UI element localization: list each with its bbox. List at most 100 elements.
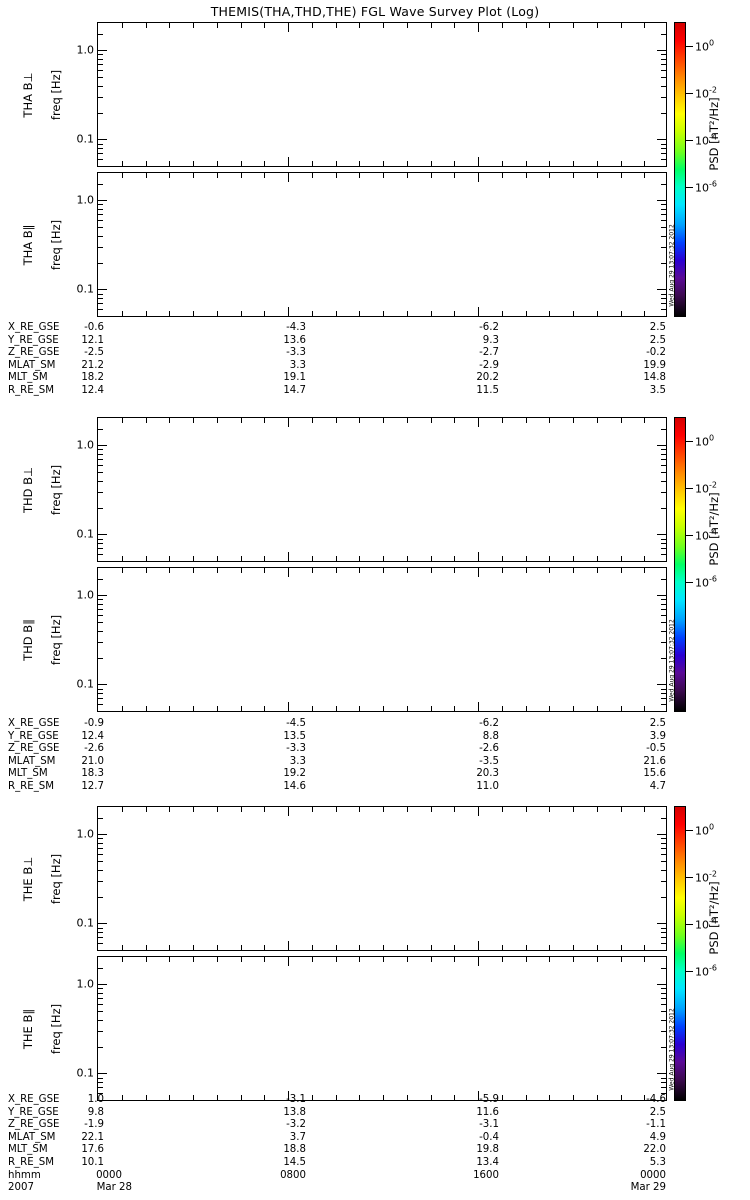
x-axis-minor-tick	[525, 161, 527, 166]
x-axis-minor-tick	[620, 1095, 622, 1100]
x-axis-minor-tick	[359, 23, 361, 28]
x-axis-minor-tick	[383, 945, 384, 950]
ephemeris-value: 8.8	[482, 730, 499, 742]
y-axis-minor-tick	[661, 818, 666, 820]
x-axis-minor-tick	[216, 556, 218, 561]
y-axis-minor-tick	[661, 96, 666, 98]
ephemeris-value: 21.0	[81, 755, 104, 767]
ephemeris-row-label: MLAT_SM	[8, 1131, 56, 1143]
ephemeris-value: 14.5	[283, 1156, 306, 1168]
x-axis-minor-tick	[216, 706, 218, 711]
ephemeris-value: 14.6	[283, 780, 306, 792]
y-axis-major-tick	[98, 983, 107, 985]
y-axis-minor-tick	[98, 842, 103, 844]
ephemeris-value: 21.6	[643, 755, 666, 767]
x-axis-minor-tick	[406, 311, 408, 316]
colorbar-tick	[686, 971, 693, 972]
y-axis-major-tick	[98, 139, 107, 141]
x-axis-minor-tick	[644, 173, 646, 178]
y-axis-minor-tick	[661, 548, 666, 550]
x-axis-major-tick	[288, 23, 289, 32]
x-axis-minor-tick	[193, 945, 194, 950]
y-axis-minor-tick	[661, 166, 666, 168]
x-axis-minor-tick	[525, 556, 527, 561]
y-axis-minor-tick	[98, 63, 103, 65]
x-axis-minor-tick	[264, 568, 266, 573]
x-axis-major-tick	[288, 173, 289, 182]
y-axis-minor-tick	[98, 950, 103, 952]
x-axis-minor-tick	[573, 1095, 574, 1100]
y-axis-title: freq [Hz]	[49, 1003, 63, 1054]
ephemeris-value: 13.4	[476, 1156, 499, 1168]
y-axis-minor-tick	[661, 880, 666, 882]
y-axis-minor-tick	[98, 548, 103, 550]
y-axis-minor-tick	[661, 316, 666, 318]
ephemeris-row-label: Y_RE_GSE	[8, 1106, 59, 1118]
ephemeris-value: 13.5	[283, 730, 306, 742]
x-axis-minor-tick	[264, 556, 266, 561]
y-axis-minor-tick	[661, 847, 666, 849]
x-axis-major-tick	[478, 23, 479, 32]
y-axis-minor-tick	[661, 992, 666, 994]
x-axis-minor-tick	[240, 311, 242, 316]
ephemeris-value: -6.2	[479, 718, 499, 729]
y-axis-minor-tick	[661, 621, 666, 623]
ephemeris-value: 22.0	[643, 1144, 666, 1156]
y-axis-minor-tick	[661, 1093, 666, 1095]
colorbar-tick-label: 100	[695, 38, 715, 54]
x-axis-minor-tick	[193, 173, 194, 178]
ephemeris-row: Z_RE_GSE -2.6 -3.3 -2.6 -0.5	[0, 743, 750, 756]
x-axis-minor-tick	[406, 161, 408, 166]
y-axis-minor-tick	[98, 543, 103, 545]
x-axis-minor-tick	[240, 706, 242, 711]
ephemeris-value: -2.9	[479, 359, 499, 371]
colorbar-tick	[686, 830, 693, 831]
x-axis-minor-tick	[620, 556, 622, 561]
y-axis-minor-tick	[661, 69, 666, 71]
x-axis-minor-tick	[644, 957, 646, 962]
ephemeris-table: X_RE_GSE -0.9 -4.5 -6.2 2.5 Y_RE_GSE 12.4 13.5 8…	[0, 718, 750, 794]
ephemeris-value: 2.5	[649, 718, 666, 729]
y-axis-minor-tick	[98, 1100, 103, 1102]
ephemeris-value: -0.5	[646, 743, 666, 755]
ephemeris-row: Z_RE_GSE -1.9 -3.2 -3.1 -1.1	[0, 1119, 750, 1132]
colorbar-tick-label: 10-4	[695, 132, 717, 148]
ephemeris-row: R_RE_SM 12.4 14.7 11.5 3.5	[0, 385, 750, 398]
y-axis-minor-tick	[98, 464, 103, 466]
x-axis-minor-tick	[216, 945, 218, 950]
ephemeris-row: X_RE_GSE -0.9 -4.5 -6.2 2.5	[0, 718, 750, 731]
colorbar-tick	[686, 535, 693, 536]
y-axis-minor-tick	[661, 1019, 666, 1021]
x-axis-minor-tick	[525, 173, 527, 178]
x-axis-minor-tick	[169, 957, 171, 962]
x-axis-minor-tick	[430, 807, 432, 812]
y-axis-tick-label: 0.1	[76, 527, 95, 541]
ephemeris-value: 12.4	[81, 384, 104, 396]
ephemeris-value: 12.1	[81, 334, 104, 346]
y-axis-title: freq [Hz]	[49, 853, 63, 904]
ephemeris-value: 11.0	[476, 780, 499, 792]
y-axis-minor-tick	[98, 293, 103, 295]
x-axis-minor-tick	[644, 23, 646, 28]
x-axis-minor-tick	[359, 568, 361, 573]
x-axis-minor-tick	[644, 556, 646, 561]
ephemeris-row-label: X_RE_GSE	[8, 1094, 60, 1105]
y-axis-minor-tick	[98, 235, 103, 237]
ephemeris-value: 18.2	[81, 372, 104, 384]
x-axis-minor-tick	[383, 807, 384, 812]
x-axis-minor-tick	[596, 161, 598, 166]
x-axis-minor-tick	[193, 957, 194, 962]
x-axis-minor-tick	[335, 945, 337, 950]
y-axis-minor-tick	[98, 449, 103, 451]
y-axis-minor-tick	[98, 85, 103, 87]
y-axis-tick-label: 0.1	[76, 677, 95, 691]
y-axis-minor-tick	[98, 880, 103, 882]
y-axis-minor-tick	[98, 453, 103, 455]
ephemeris-table: X_RE_GSE -0.6 -4.3 -6.2 2.5 Y_RE_GSE 12.1 13.6 9…	[0, 322, 750, 398]
colorbar: 100 10-2 10-4 10-6	[674, 417, 717, 712]
x-axis-major-tick	[288, 568, 289, 577]
x-axis-minor-tick	[145, 1095, 147, 1100]
x-axis-minor-tick	[430, 706, 432, 711]
ephemeris-value: -3.2	[286, 1119, 306, 1131]
x-axis-minor-tick	[216, 161, 218, 166]
